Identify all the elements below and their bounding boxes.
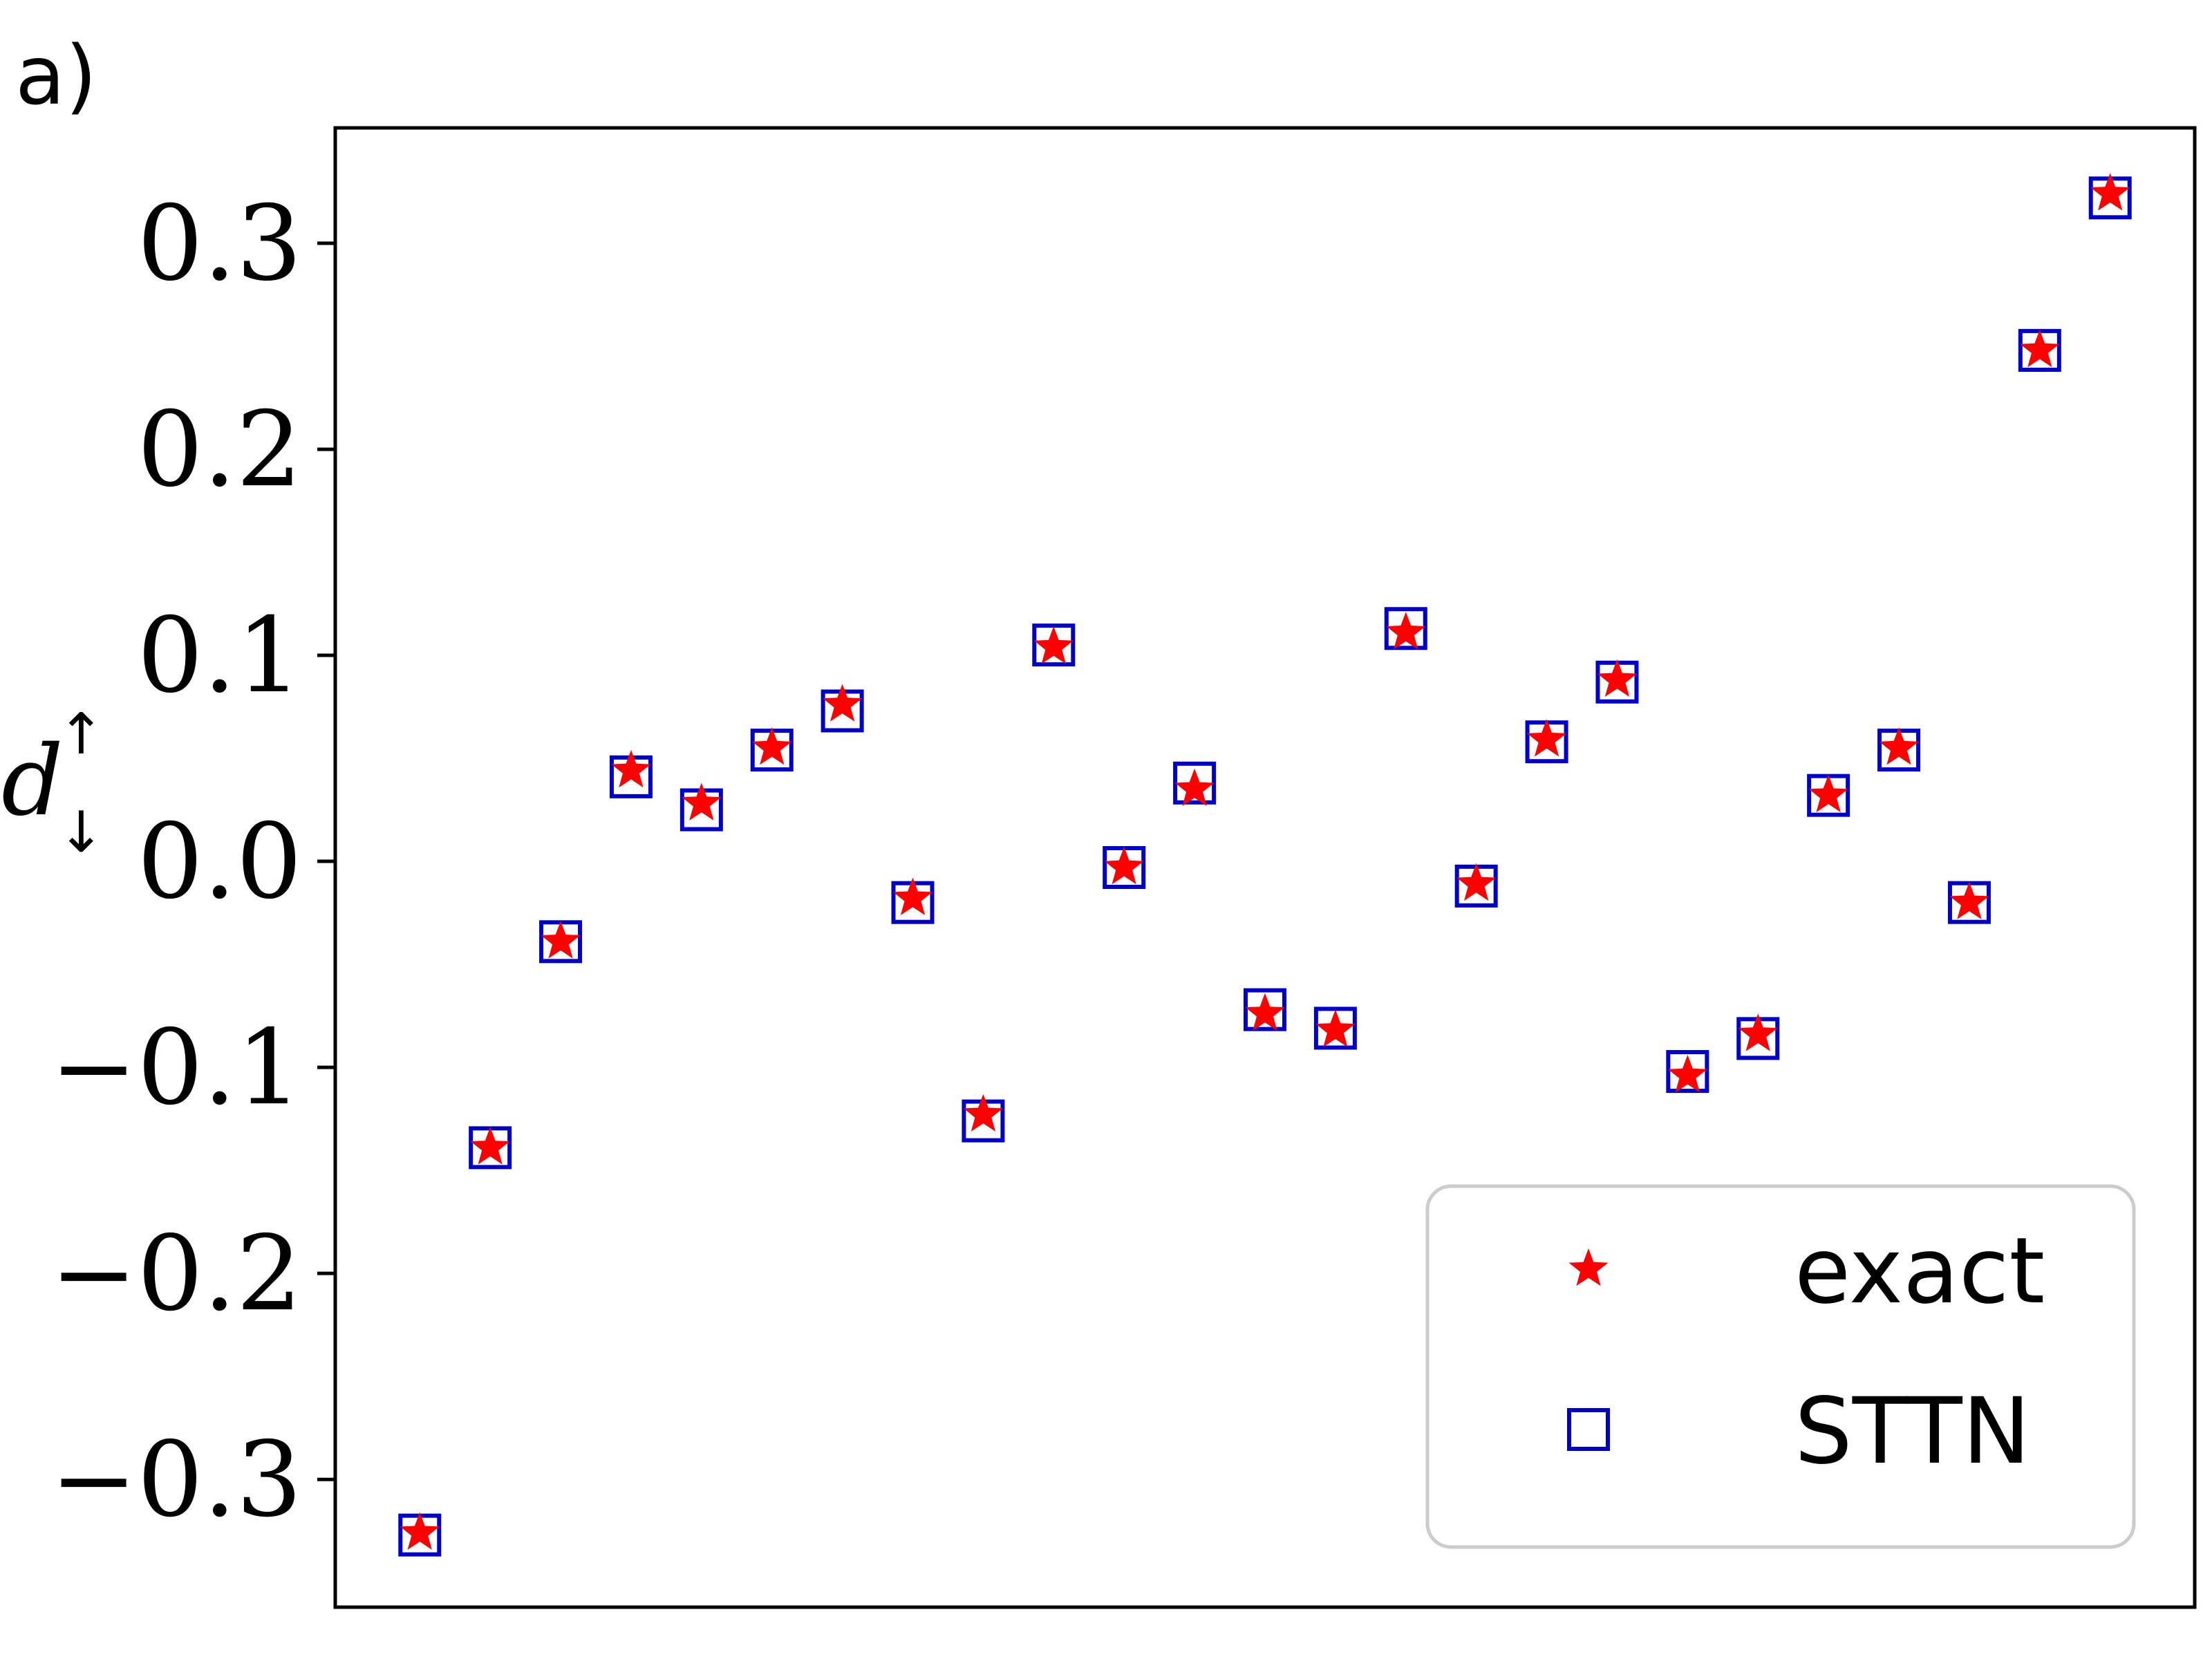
legend-marker-exact	[1568, 1248, 1609, 1286]
data-point-exact	[541, 921, 581, 959]
data-point-exact	[752, 727, 792, 765]
data-point-exact	[1667, 1055, 1707, 1093]
y-tick-label: 0.2	[137, 390, 302, 510]
y-tick-label: 0.3	[137, 184, 302, 304]
data-point-exact	[1033, 626, 1074, 664]
y-axis-label-base: d	[1, 725, 64, 838]
panel-label: a)	[15, 28, 97, 123]
y-tick-label: −0.1	[50, 1008, 302, 1128]
y-axis-label-subscript: ↓	[57, 800, 105, 865]
data-point-sttn	[1032, 624, 1076, 667]
data-point-exact	[2090, 173, 2130, 211]
y-tick-label: 0.0	[137, 802, 302, 922]
data-point-exact	[400, 1512, 440, 1550]
data-point-exact	[470, 1127, 510, 1165]
data-point-exact	[1315, 1009, 1356, 1047]
legend-marker-sttn	[1567, 1408, 1610, 1451]
data-series	[398, 173, 2132, 1557]
y-axis-ticks: −0.3 −0.2 −0.1 0.0 0.1 0.2 0.3	[50, 184, 335, 1540]
data-point-exact	[1456, 863, 1497, 901]
data-point-exact	[1245, 993, 1285, 1031]
plot-area-frame	[333, 126, 2197, 1609]
data-point-exact	[1386, 612, 1426, 650]
data-point-exact	[1808, 774, 1848, 812]
y-axis-label: d ↑ ↓	[1, 702, 105, 865]
data-point-exact	[1738, 1013, 1778, 1051]
y-tick-label: −0.2	[50, 1214, 302, 1334]
legend-label-sttn: STTN	[1794, 1378, 2030, 1485]
legend: exact STTN	[1425, 1184, 2136, 1549]
legend-items: exact STTN	[1567, 1218, 2045, 1485]
data-point-exact	[1597, 659, 1637, 697]
y-axis-label-superscript: ↑	[57, 702, 105, 767]
series-exact	[400, 173, 2130, 1550]
data-point-exact	[1104, 847, 1144, 885]
data-point-sttn	[1384, 607, 1427, 650]
data-point-exact	[611, 749, 651, 788]
y-tick-label: −0.3	[50, 1420, 302, 1540]
data-point-exact	[1879, 727, 1919, 765]
data-point-exact	[1949, 881, 1989, 919]
y-tick-label: 0.1	[137, 596, 302, 716]
data-point-exact	[682, 782, 722, 821]
legend-label-exact: exact	[1794, 1218, 2045, 1324]
data-point-sttn	[1313, 1006, 1357, 1050]
data-point-exact	[1527, 719, 1567, 757]
data-point-sttn	[1244, 988, 1286, 1031]
data-point-exact	[963, 1094, 1003, 1132]
data-point-exact	[1174, 768, 1215, 806]
data-point-exact	[2020, 329, 2060, 368]
data-point-exact	[823, 684, 863, 722]
data-point-sttn	[1666, 1050, 1709, 1094]
legend-box	[1425, 1184, 2136, 1549]
data-point-exact	[893, 877, 933, 915]
